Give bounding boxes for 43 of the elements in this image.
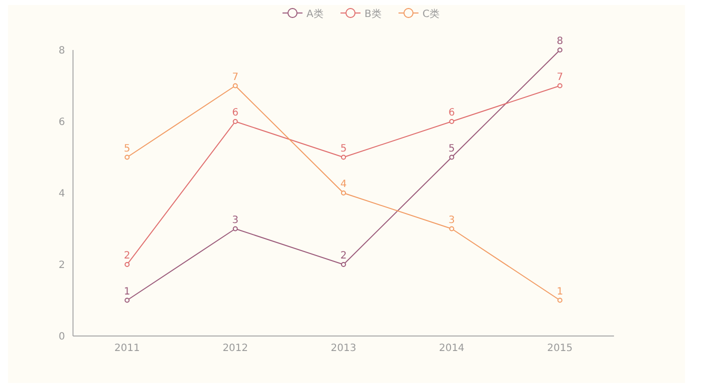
point bbox=[557, 48, 562, 52]
point bbox=[341, 190, 346, 196]
data-label: 5 bbox=[340, 143, 347, 154]
data-label: 6 bbox=[448, 108, 455, 118]
data-label: 8 bbox=[556, 36, 564, 47]
data-label: 1 bbox=[124, 286, 130, 298]
x-tick-label: 2012 bbox=[222, 343, 248, 354]
data-label: 5 bbox=[124, 143, 130, 154]
point bbox=[341, 262, 346, 267]
y-tick-label: 2 bbox=[58, 260, 65, 271]
legend-label: B类 bbox=[364, 8, 382, 20]
data-label: 4 bbox=[340, 179, 347, 190]
data-label: 3 bbox=[232, 214, 238, 226]
data-label: 7 bbox=[232, 72, 238, 83]
point bbox=[557, 83, 562, 88]
data-label: 1 bbox=[556, 286, 564, 298]
point bbox=[124, 298, 130, 303]
point bbox=[449, 154, 454, 160]
x-tick-label: 2013 bbox=[330, 343, 356, 354]
data-label: 5 bbox=[448, 143, 455, 154]
y-tick-label: 6 bbox=[58, 117, 65, 128]
point bbox=[449, 119, 454, 124]
y-tick-label: 8 bbox=[58, 46, 65, 56]
data-label: 2 bbox=[340, 250, 347, 262]
point bbox=[232, 119, 238, 124]
data-label: 7 bbox=[556, 72, 564, 83]
y-tick-label: 4 bbox=[58, 188, 65, 200]
data-label: 2 bbox=[124, 250, 130, 262]
legend-label: C类 bbox=[422, 8, 440, 20]
point bbox=[232, 226, 238, 232]
point bbox=[341, 154, 346, 160]
x-tick-label: 2011 bbox=[114, 343, 140, 354]
data-label: 3 bbox=[448, 214, 455, 226]
x-tick-label: 2014 bbox=[438, 343, 464, 354]
x-tick-label: 2015 bbox=[547, 343, 573, 354]
legend-label: A类 bbox=[306, 8, 324, 20]
point bbox=[232, 83, 238, 88]
point bbox=[557, 298, 562, 303]
data-label: 6 bbox=[232, 108, 238, 118]
y-tick-label: 0 bbox=[58, 332, 65, 342]
point bbox=[449, 226, 454, 232]
point bbox=[124, 154, 130, 160]
point bbox=[124, 262, 130, 267]
